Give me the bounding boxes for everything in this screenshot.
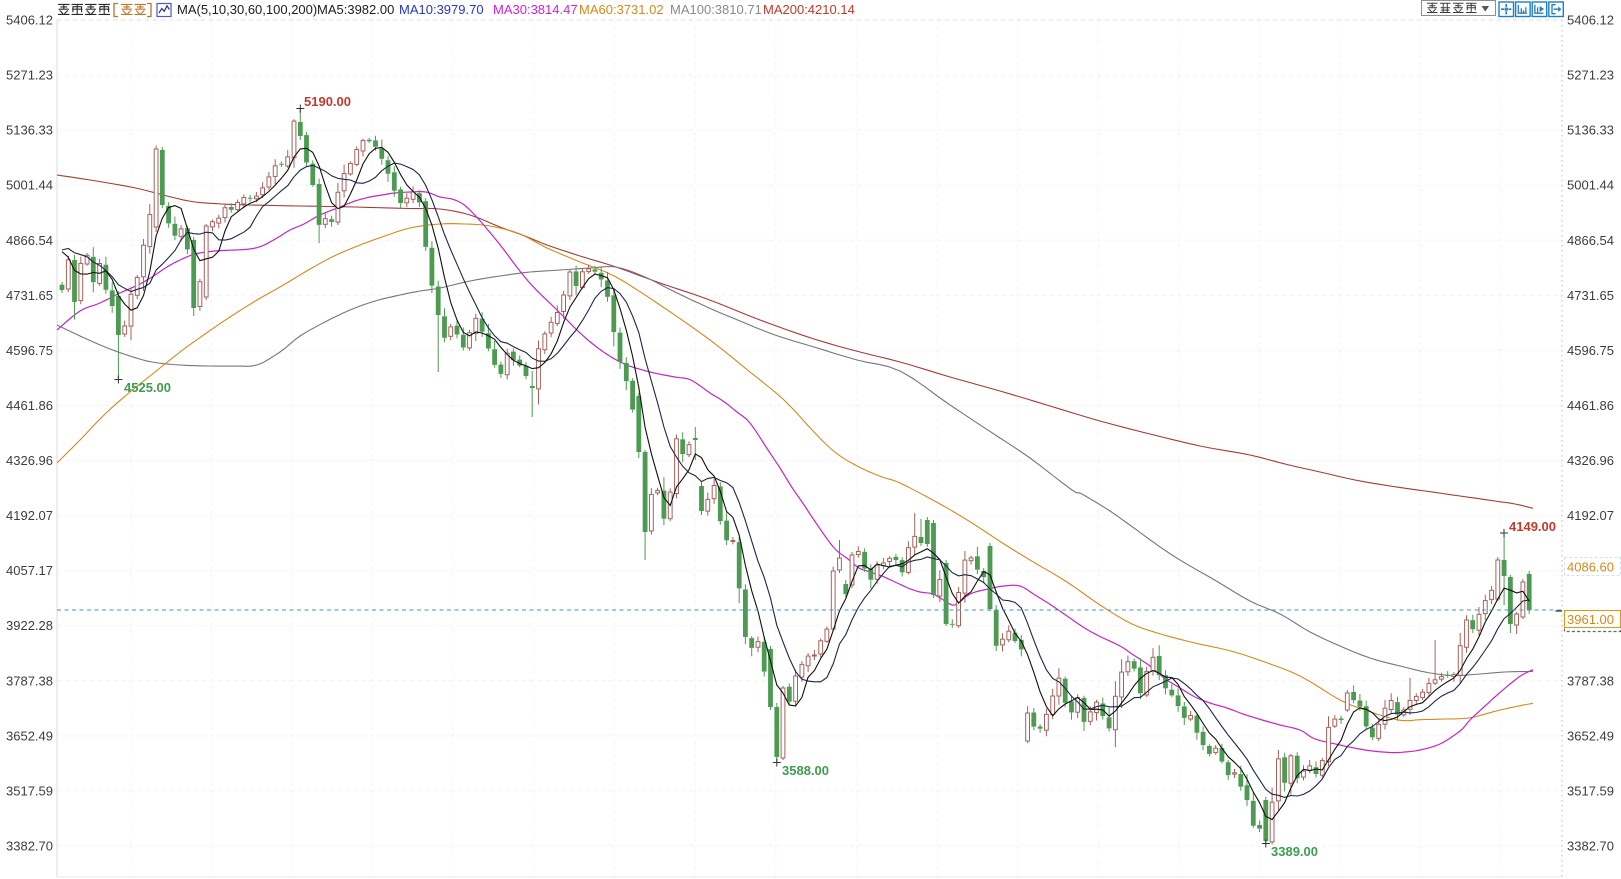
svg-text:3517.59: 3517.59: [6, 783, 53, 798]
svg-text:3652.49: 3652.49: [1567, 728, 1614, 743]
svg-text:5190.00: 5190.00: [304, 94, 351, 109]
svg-text:3517.59: 3517.59: [1567, 783, 1614, 798]
svg-text:MA10:3979.70: MA10:3979.70: [399, 2, 484, 17]
svg-text:4149.00: 4149.00: [1509, 519, 1556, 534]
svg-text:5406.12: 5406.12: [6, 13, 53, 28]
svg-text:5001.44: 5001.44: [6, 178, 53, 193]
svg-text:5271.23: 5271.23: [1567, 68, 1614, 83]
svg-text:MA(5,10,30,60,100,200): MA(5,10,30,60,100,200): [177, 2, 317, 17]
svg-text:5406.12: 5406.12: [1567, 13, 1614, 28]
svg-text:4192.07: 4192.07: [1567, 508, 1614, 523]
svg-text:5001.44: 5001.44: [1567, 178, 1614, 193]
svg-text:4461.86: 4461.86: [6, 398, 53, 413]
svg-text:MA200:4210.14: MA200:4210.14: [763, 2, 855, 17]
svg-text:4086.60: 4086.60: [1567, 560, 1614, 575]
svg-text:3382.70: 3382.70: [6, 839, 53, 854]
svg-text:3652.49: 3652.49: [6, 728, 53, 743]
svg-text:3382.70: 3382.70: [1567, 839, 1614, 854]
svg-text:3588.00: 3588.00: [782, 763, 829, 778]
svg-text:4866.54: 4866.54: [6, 233, 53, 248]
svg-text:4326.96: 4326.96: [1567, 453, 1614, 468]
svg-text:4525.00: 4525.00: [124, 380, 171, 395]
svg-text:3787.38: 3787.38: [6, 673, 53, 688]
svg-text:4731.65: 4731.65: [1567, 288, 1614, 303]
svg-text:MA5:3982.00: MA5:3982.00: [317, 2, 394, 17]
svg-text:5271.23: 5271.23: [6, 68, 53, 83]
svg-text:3922.28: 3922.28: [6, 618, 53, 633]
svg-text:3389.00: 3389.00: [1271, 844, 1318, 859]
svg-text:4326.96: 4326.96: [6, 453, 53, 468]
svg-text:4057.17: 4057.17: [6, 563, 53, 578]
svg-text:MA100:3810.71: MA100:3810.71: [670, 2, 762, 17]
svg-text:5136.33: 5136.33: [6, 123, 53, 138]
svg-text:3961.00: 3961.00: [1567, 612, 1614, 627]
svg-text:MA30:3814.47: MA30:3814.47: [493, 2, 578, 17]
svg-text:4192.07: 4192.07: [6, 508, 53, 523]
svg-text:4866.54: 4866.54: [1567, 233, 1614, 248]
svg-text:MA60:3731.02: MA60:3731.02: [579, 2, 664, 17]
svg-text:4596.75: 4596.75: [6, 343, 53, 358]
svg-text:3787.38: 3787.38: [1567, 673, 1614, 688]
svg-text:5136.33: 5136.33: [1567, 123, 1614, 138]
svg-text:4731.65: 4731.65: [6, 288, 53, 303]
svg-text:4461.86: 4461.86: [1567, 398, 1614, 413]
svg-text:4596.75: 4596.75: [1567, 343, 1614, 358]
